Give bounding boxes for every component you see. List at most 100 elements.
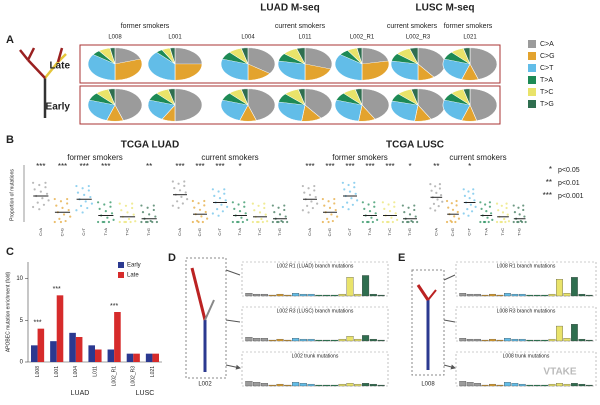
pie-slice	[297, 88, 306, 106]
dot	[198, 208, 202, 211]
dot	[55, 204, 58, 207]
dot	[44, 181, 47, 184]
dot	[463, 194, 467, 197]
subpanel-frame	[241, 306, 389, 342]
bar	[466, 293, 474, 297]
dot	[513, 211, 517, 214]
bar	[526, 339, 534, 342]
bar	[362, 383, 370, 387]
dot	[237, 203, 240, 206]
legend-label: C>T	[540, 65, 554, 72]
dot	[81, 211, 84, 214]
dot	[217, 214, 220, 217]
dot	[263, 202, 266, 205]
dot	[432, 202, 436, 205]
dot	[98, 207, 101, 210]
group-label: former smokers	[332, 153, 388, 162]
y-tick-label: 5	[20, 318, 24, 324]
significance: ***	[325, 162, 334, 171]
late-frame	[79, 44, 501, 84]
dot	[155, 220, 159, 224]
group-label: former smokers	[67, 153, 123, 162]
significance: *	[468, 162, 471, 171]
title: TCGA LUAD	[121, 140, 180, 151]
bar	[466, 338, 474, 342]
dot	[466, 208, 469, 211]
dot	[231, 220, 234, 224]
dot	[103, 203, 106, 206]
dot	[220, 203, 223, 206]
significance-label: p<0.001	[558, 193, 584, 200]
legend-swatch	[528, 52, 536, 60]
dot	[520, 220, 524, 224]
dot	[218, 197, 222, 200]
x-tick-label: C>T	[81, 227, 86, 235]
bar	[563, 383, 571, 387]
dot	[388, 210, 392, 213]
group-label: LUSC	[136, 390, 155, 397]
dot	[126, 211, 129, 214]
bar	[69, 332, 76, 362]
pie-slice	[296, 47, 306, 65]
dot	[151, 220, 154, 224]
bar	[126, 353, 134, 362]
bar	[526, 384, 534, 387]
tree-label: L002	[198, 382, 212, 388]
y-tick-label: 10	[16, 276, 23, 282]
dot	[346, 201, 349, 204]
dot	[75, 184, 78, 188]
bar	[245, 381, 253, 387]
bar	[578, 293, 586, 297]
bar	[307, 383, 315, 387]
dot	[439, 194, 443, 197]
dot	[333, 197, 336, 201]
bar	[578, 338, 586, 342]
group-label: former smokers	[121, 23, 170, 30]
dot	[140, 220, 143, 224]
dot	[347, 183, 350, 187]
bar	[459, 293, 467, 297]
dot	[62, 213, 66, 216]
dot	[467, 190, 470, 193]
dot	[233, 207, 236, 210]
group-label: current smokers	[449, 153, 506, 162]
dot	[371, 220, 374, 224]
dot	[517, 206, 520, 209]
dot	[124, 204, 128, 207]
row-label: Late	[49, 61, 70, 72]
subpanel-title: L002 R1 (LUAD) branch mutations	[277, 263, 354, 269]
bar	[518, 338, 526, 342]
significance: ***	[345, 162, 354, 171]
dot	[132, 213, 135, 216]
dot	[67, 208, 70, 212]
significance-label: p<0.05	[558, 167, 580, 174]
dot	[112, 218, 115, 221]
bar	[245, 337, 253, 342]
x-tick-label: T>C	[125, 228, 130, 236]
bar	[268, 339, 276, 342]
significance: *	[408, 162, 411, 171]
x-tick-label: T>A	[367, 228, 372, 236]
dot	[281, 220, 284, 224]
legend-swatch	[528, 100, 536, 108]
dot	[181, 202, 184, 205]
dot	[283, 208, 286, 212]
dot	[506, 213, 509, 216]
legend-swatch	[528, 40, 536, 48]
dot	[512, 204, 515, 207]
dot	[370, 216, 373, 219]
dot	[401, 220, 404, 224]
dot	[127, 217, 131, 221]
bar	[346, 383, 354, 387]
dot	[480, 207, 483, 210]
dot	[479, 201, 482, 204]
bar	[377, 294, 385, 297]
dot	[435, 191, 438, 194]
dot	[244, 212, 247, 215]
x-tick-label: L008	[35, 366, 41, 377]
dot	[368, 210, 372, 213]
dot	[313, 189, 316, 192]
bar	[37, 328, 45, 362]
bar	[474, 383, 481, 387]
dot	[231, 201, 234, 204]
